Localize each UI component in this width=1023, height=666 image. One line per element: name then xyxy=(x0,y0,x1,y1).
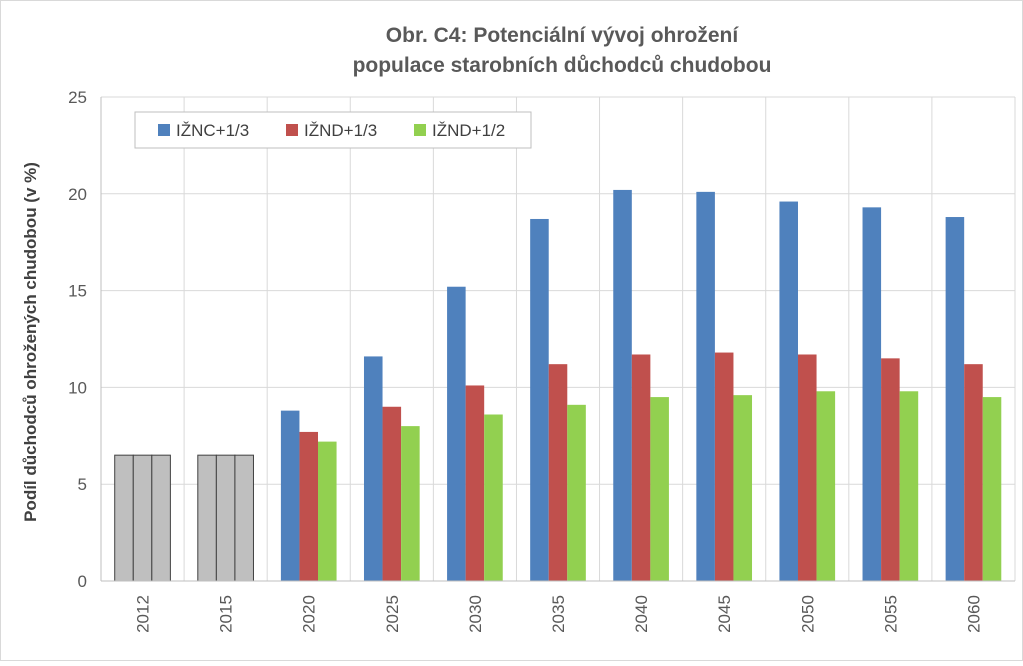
bar-2055-series-2 xyxy=(881,358,900,581)
bar-2035-series-3 xyxy=(567,404,586,581)
legend-label-1: IŽNC+1/3 xyxy=(176,121,249,140)
y-tick-label: 5 xyxy=(78,475,87,494)
chart-title: Obr. C4: Potenciální vývoj ohrožení xyxy=(386,24,740,47)
bar-2060-series-3 xyxy=(982,397,1002,581)
legend-label-2: IŽND+1/3 xyxy=(304,121,377,140)
x-tick-label: 2015 xyxy=(217,595,236,633)
bar-2015-series-1 xyxy=(197,454,217,582)
bar-2015-series-3 xyxy=(234,454,254,582)
bar-2055-series-3 xyxy=(899,391,919,581)
bar-2040-series-3 xyxy=(650,397,669,581)
legend-box xyxy=(134,111,532,149)
bar-2060-series-2 xyxy=(964,364,983,581)
x-tick-label: 2035 xyxy=(549,595,568,633)
legend-swatch-1 xyxy=(158,124,170,136)
bar-2045-series-1 xyxy=(696,191,715,581)
bar-2055-series-1 xyxy=(862,207,882,582)
bar-2012-series-1 xyxy=(114,454,134,582)
bar-2045-series-2 xyxy=(714,352,734,581)
bar-2045-series-3 xyxy=(733,395,753,581)
y-tick-label: 15 xyxy=(68,282,87,301)
x-tick-label: 2020 xyxy=(300,595,319,633)
bar-2050-series-3 xyxy=(816,391,836,581)
bar-2060-series-1 xyxy=(945,217,965,582)
bar-2020-series-3 xyxy=(318,441,337,581)
bar-2040-series-1 xyxy=(613,189,632,582)
bar-2050-series-2 xyxy=(797,354,817,581)
bar-2040-series-2 xyxy=(631,354,651,581)
bar-2020-series-1 xyxy=(280,410,300,581)
y-tick-label: 10 xyxy=(68,378,87,397)
bar-2012-series-3 xyxy=(151,454,171,582)
bar-2030-series-3 xyxy=(484,414,503,581)
bar-2030-series-1 xyxy=(447,286,466,581)
bar-2020-series-2 xyxy=(299,431,319,581)
x-tick-label: 2025 xyxy=(383,595,402,633)
y-tick-label: 20 xyxy=(68,185,87,204)
bar-2012-series-2 xyxy=(132,454,153,582)
x-tick-label: 2030 xyxy=(466,595,485,633)
bar-2025-series-3 xyxy=(401,426,420,581)
chart-subtitle: populace starobních důchodců chudobou xyxy=(353,54,772,77)
bar-2035-series-2 xyxy=(548,364,568,581)
y-tick-label: 25 xyxy=(68,88,87,107)
x-tick-label: 2050 xyxy=(798,595,817,633)
x-tick-label: 2012 xyxy=(134,595,153,633)
bar-2025-series-1 xyxy=(363,356,383,581)
bar-2015-series-2 xyxy=(215,454,236,582)
legend-swatch-2 xyxy=(286,124,298,136)
bar-2025-series-2 xyxy=(382,406,402,581)
x-tick-label: 2045 xyxy=(715,595,734,633)
bar-2050-series-1 xyxy=(779,201,798,581)
bar-2035-series-1 xyxy=(530,218,549,581)
x-tick-label: 2055 xyxy=(881,595,900,633)
x-tick-label: 2040 xyxy=(632,595,651,633)
legend: IŽNC+1/3 IŽND+1/3 IŽND+1/2 xyxy=(134,111,532,149)
legend-swatch-3 xyxy=(414,124,426,136)
y-tick-label: 0 xyxy=(78,572,87,591)
y-axis-label: Podíl důchodců ohrožených chudobou (v %) xyxy=(21,162,40,522)
legend-label-3: IŽND+1/2 xyxy=(432,121,505,140)
bar-2030-series-2 xyxy=(465,385,485,581)
x-tick-label: 2060 xyxy=(964,595,983,633)
bars xyxy=(114,189,1002,582)
